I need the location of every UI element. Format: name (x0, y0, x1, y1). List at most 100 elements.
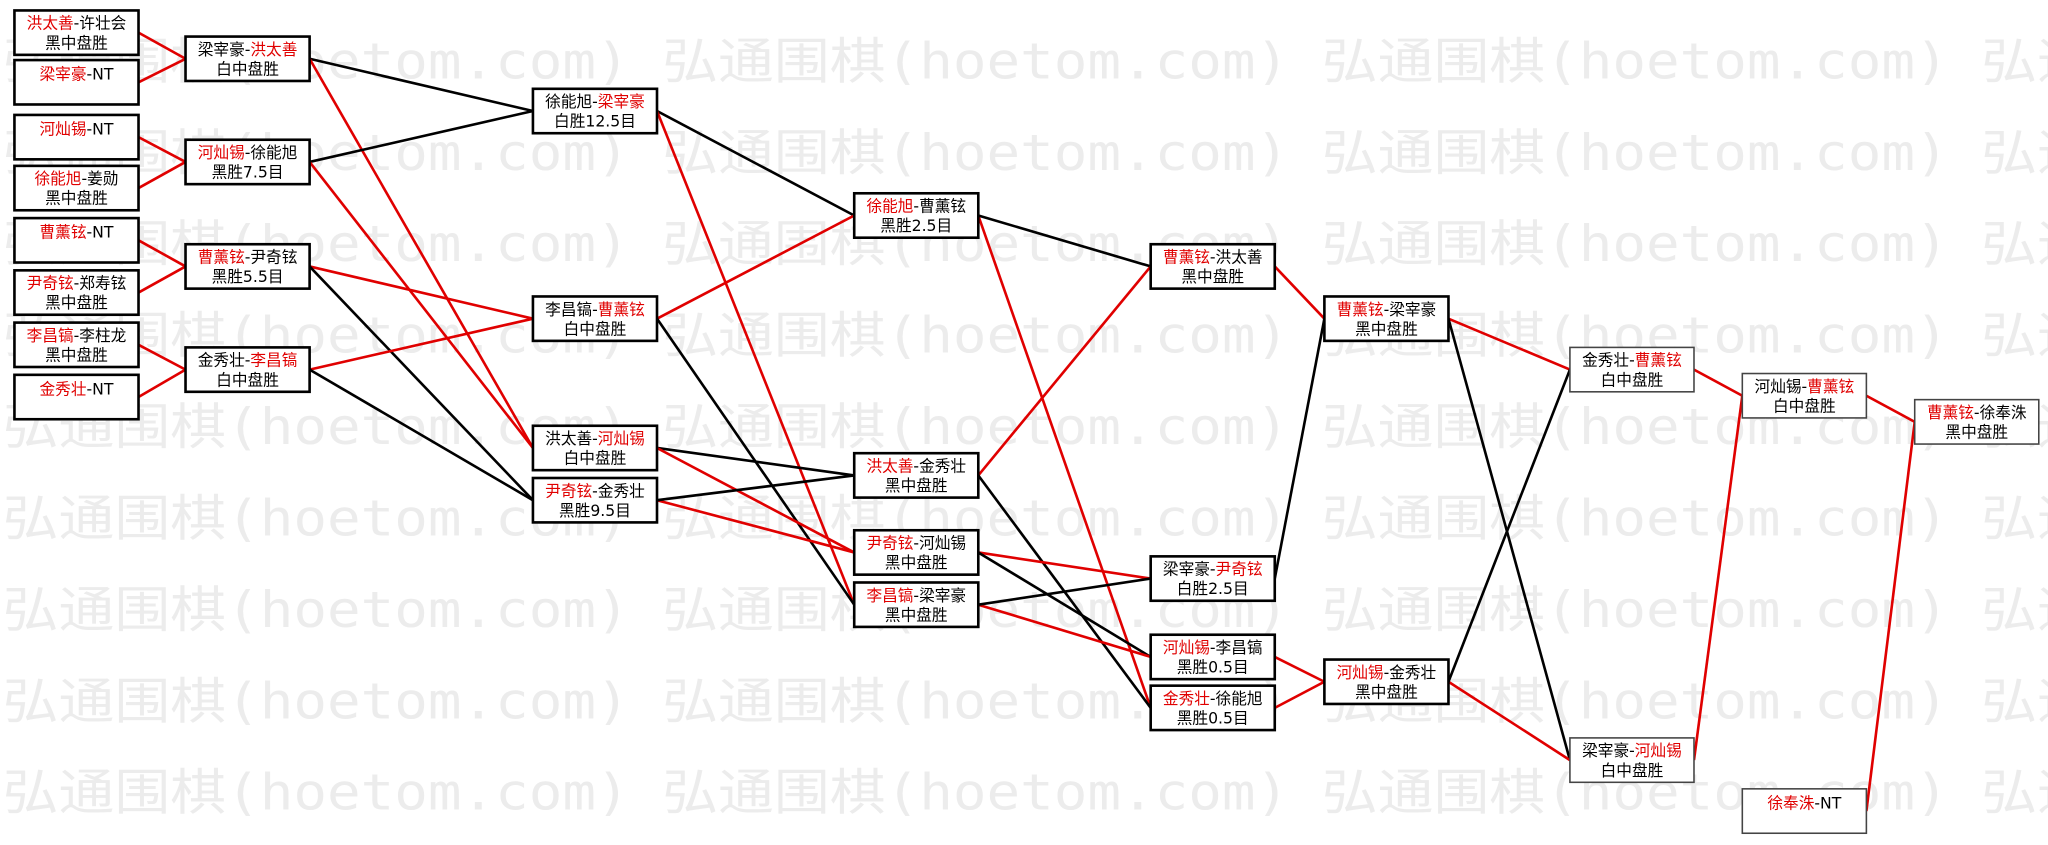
separator: - (1814, 793, 1820, 812)
bracket-edge (1692, 395, 1744, 761)
watermark: 弘通围棋(hoetom.com) (1981, 124, 2048, 182)
player-name: 曹薰铉 (1337, 300, 1384, 319)
separator: - (1384, 663, 1390, 682)
separator: - (913, 534, 919, 553)
separator: - (592, 481, 598, 500)
separator: - (86, 223, 92, 242)
match-players: 李昌镐-梁宰豪 (866, 586, 966, 605)
match-players: 李昌镐-曹薰铉 (545, 300, 645, 319)
player-name: 徐能旭 (545, 92, 592, 111)
match-box (1149, 633, 1277, 681)
match-players: 李昌镐-李柱龙 (27, 326, 127, 345)
match-players: 曹薰铉-洪太善 (1163, 248, 1263, 267)
match-box (852, 451, 980, 499)
match-box (852, 191, 980, 240)
watermark: 弘通围棋(hoetom.com) (1981, 32, 2048, 90)
player-name: 河灿锡 (1635, 741, 1682, 760)
watermark: 弘通围棋(hoetom.com) (1322, 581, 1949, 639)
separator: - (86, 65, 92, 84)
match-players: 河灿锡-曹薰铉 (1755, 377, 1855, 396)
match-players: 尹奇铉-郑寿铉 (27, 274, 127, 293)
match-result: 黑胜0.5目 (1177, 709, 1249, 728)
player-name: 曹薰铉 (1163, 248, 1210, 267)
match-players: 洪太善-金秀壮 (866, 456, 966, 475)
match-result: 黑中盘胜 (1355, 319, 1418, 338)
watermark: 弘通围棋(hoetom.com) (1981, 307, 2048, 365)
match-box (1149, 242, 1277, 290)
separator: - (1629, 351, 1635, 370)
match-players: 河灿锡-金秀壮 (1337, 663, 1437, 682)
player-name: 金秀壮 (1163, 689, 1210, 708)
match-result: 黑中盘胜 (1181, 267, 1244, 286)
player-name: 洪太善 (1216, 248, 1263, 267)
player-name: 徐能旭 (866, 197, 913, 216)
separator: - (1210, 248, 1216, 267)
player-name: 洪太善 (545, 429, 592, 448)
match-result: 黑中盘胜 (45, 345, 108, 364)
bracket-edge (656, 214, 855, 320)
match-result: 白胜12.5目 (554, 112, 636, 131)
bracket-edge (308, 161, 534, 449)
match-players: 金秀壮-徐能旭 (1163, 689, 1263, 708)
player-name: 梁宰豪 (1582, 741, 1629, 760)
bracket-edge (1273, 265, 1326, 320)
bracket-edge (656, 446, 855, 477)
match-players: 金秀壮-李昌镐 (198, 351, 298, 370)
separator: - (1384, 300, 1390, 319)
match-players: 河灿锡-徐能旭 (198, 143, 298, 162)
separator: - (1974, 403, 1980, 422)
match-box (1569, 737, 1695, 784)
match-players: 金秀壮-曹薰铉 (1582, 351, 1682, 370)
match-result: 白中盘胜 (216, 370, 279, 389)
separator: - (1802, 377, 1808, 396)
player-name: 李昌镐 (545, 300, 592, 319)
player-name: NT (92, 379, 114, 398)
match-box (1149, 684, 1277, 732)
match-result: 黑中盘胜 (45, 33, 108, 52)
bracket-edge (656, 474, 855, 502)
match-node: 梁宰豪-NT (13, 58, 140, 106)
match-box (1569, 346, 1695, 393)
player-name: 梁宰豪 (1389, 300, 1436, 319)
player-name: 梁宰豪 (919, 586, 966, 605)
player-name: 金秀壮 (198, 351, 245, 370)
match-players: 梁宰豪-尹奇铉 (1163, 560, 1263, 579)
match-box (1913, 398, 2040, 445)
match-result: 黑中盘胜 (1355, 682, 1418, 701)
match-players: 洪太善-河灿锡 (545, 429, 645, 448)
match-node: 金秀壮-NT (13, 373, 140, 421)
player-name: 金秀壮 (598, 481, 645, 500)
match-result: 白中盘胜 (564, 449, 627, 468)
bracket-edge (137, 135, 187, 164)
watermark: 弘通围棋(hoetom.com) (1322, 489, 1949, 547)
match-players: 曹薰铉-NT (40, 223, 114, 242)
match-players: 梁宰豪-河灿锡 (1582, 741, 1682, 760)
match-players: 尹奇铉-河灿锡 (866, 534, 966, 553)
player-name: 曹薰铉 (1807, 377, 1854, 396)
player-name: 河灿锡 (1755, 377, 1802, 396)
player-name: 姜勋 (87, 169, 118, 188)
match-box (1323, 658, 1450, 706)
separator: - (245, 351, 251, 370)
player-name: 曹薰铉 (198, 248, 245, 267)
bracket-edge (137, 160, 187, 190)
bracket-edge (137, 239, 187, 268)
match-box (13, 373, 140, 421)
player-name: 李柱龙 (79, 326, 126, 345)
player-name: 李昌镐 (1216, 638, 1263, 657)
separator: - (592, 92, 598, 111)
match-result: 白中盘胜 (564, 319, 627, 338)
match-result: 黑中盘胜 (45, 293, 108, 312)
bracket-edge (308, 265, 534, 502)
player-name: 尹奇铉 (1216, 560, 1263, 579)
